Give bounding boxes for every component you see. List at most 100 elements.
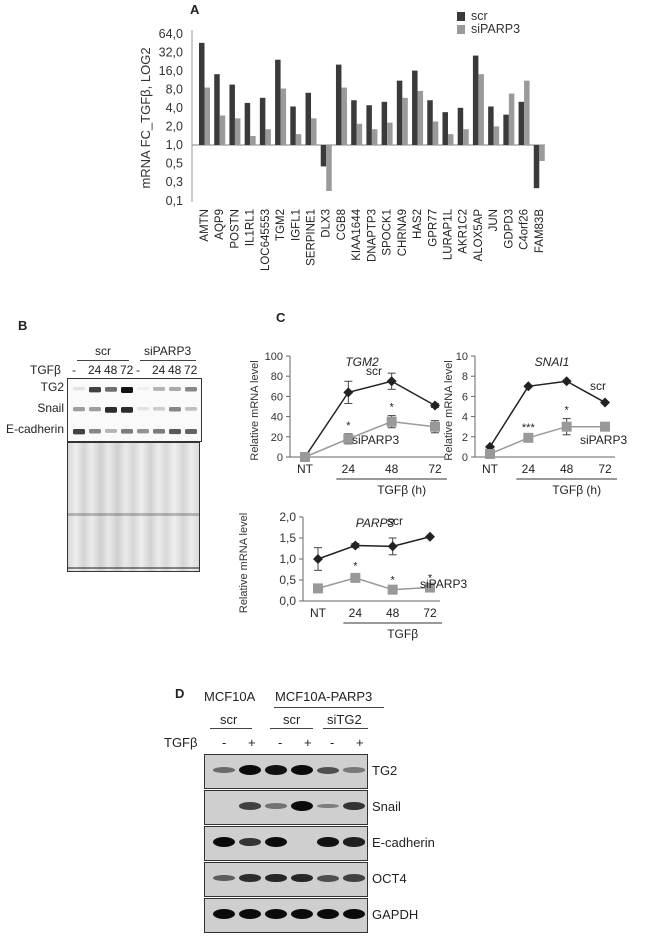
x-tick-label: CHRNA9 [397, 209, 409, 256]
lane-label: 24 [152, 363, 166, 377]
data-point [343, 387, 354, 398]
bar [320, 145, 327, 167]
y-tick-label: 10 [456, 351, 468, 363]
x-tick-label: 72 [428, 462, 442, 476]
y-tick-label: 0,5 [166, 157, 183, 171]
data-point [387, 541, 398, 552]
lane-label: - [136, 363, 140, 377]
bar [280, 88, 287, 145]
bar [199, 42, 205, 145]
y-axis-label: Relative mRNA level [238, 513, 250, 613]
x-tick-label: FAM83B [534, 209, 546, 253]
y-tick-label: 8,0 [166, 83, 183, 97]
significance-mark: *** [522, 422, 536, 434]
significance-mark: * [390, 402, 395, 414]
group-label-scr-1: scr [220, 712, 238, 727]
lane-label: 72 [184, 363, 198, 377]
panel-label-a: A [190, 2, 200, 17]
lane-label: + [304, 735, 312, 750]
x-tick-label: NT [297, 462, 314, 476]
x-axis-label: TGFβ (h) [377, 483, 426, 497]
x-axis-label: TGFβ [387, 627, 418, 641]
lane-label: + [248, 735, 256, 750]
y-tick-label: 2,0 [166, 120, 183, 134]
x-tick-label: 24 [349, 606, 363, 620]
y-tick-label: 32,0 [159, 46, 183, 60]
bar [326, 145, 332, 192]
data-point [300, 452, 310, 462]
row-label: OCT4 [372, 871, 407, 886]
row-label: GAPDH [372, 907, 419, 922]
x-tick-label: 72 [598, 462, 612, 476]
x-tick-label: KIAA1644 [351, 208, 363, 260]
bar [229, 84, 235, 145]
x-tick-label: LURAP1L [442, 208, 454, 260]
x-tick-label: 48 [386, 606, 400, 620]
x-tick-label: IGFL1 [290, 209, 302, 241]
bar [412, 70, 418, 145]
bar [204, 87, 210, 145]
y-tick-label: 40 [271, 412, 283, 424]
row-label-tg2: TG2 [40, 380, 64, 394]
group-label-sitg2: siTG2 [327, 712, 362, 727]
y-tick-label: 6 [462, 391, 468, 403]
bar [463, 129, 469, 145]
bar [335, 64, 342, 145]
x-tick-label: AMTN [199, 209, 211, 242]
x-tick-label: LOC645553 [260, 209, 272, 271]
x-tick-label: AKR1C2 [458, 209, 470, 254]
bar [290, 106, 296, 145]
y-tick-label: 0,5 [279, 573, 296, 587]
y-tick-label: 2 [462, 432, 468, 444]
bar [417, 90, 424, 145]
bar [427, 100, 433, 145]
x-tick-label: SERPINE1 [306, 209, 318, 266]
x-tick-label: 72 [423, 606, 437, 620]
cell-line-mcf10a: MCF10A [204, 689, 256, 704]
bar [356, 123, 363, 145]
lane-label: + [356, 735, 364, 750]
blot-strip [204, 790, 368, 825]
bar [524, 80, 530, 145]
y-tick-label: 0 [277, 452, 283, 464]
bar [219, 115, 226, 145]
x-tick-label: 48 [560, 462, 574, 476]
data-point [313, 554, 323, 564]
bar [341, 87, 347, 145]
series-label: scr [387, 514, 403, 528]
y-tick-label: 0,0 [279, 594, 296, 608]
bar [265, 129, 271, 145]
y-tick-label: 4,0 [166, 101, 183, 115]
x-tick-label: 24 [522, 462, 536, 476]
bar [457, 107, 464, 145]
data-point [523, 381, 534, 392]
x-tick-label: TGM2 [275, 209, 287, 241]
y-axis-label: mRNA FC_TGFβ, LOG2 [138, 47, 153, 188]
series-label: siPARP3 [580, 433, 627, 447]
x-tick-label: NT [310, 606, 327, 620]
series-label: siPARP3 [352, 433, 399, 447]
x-axis-label: TGFβ (h) [552, 483, 601, 497]
bar [488, 106, 494, 145]
y-axis-label: Relative mRNA level [443, 360, 455, 460]
bar [366, 105, 372, 145]
bar [432, 121, 439, 145]
treatment-label: TGFβ [30, 363, 61, 377]
x-tick-label: GPR77 [427, 209, 439, 247]
bar [396, 80, 403, 145]
bar [244, 102, 251, 145]
line-chart-parp3: 0,0 0,5 1,0 1,5 2,0 Relative mRNA level NT 24 48… [238, 510, 467, 641]
y-tick-label: 64,0 [159, 27, 183, 41]
data-point [425, 582, 435, 593]
bar [351, 100, 357, 145]
western-blot-b: scr siPARP3 TGFβ -24 48 72-24 48 72 TG2 Snai… [0, 330, 220, 630]
bar [539, 145, 545, 162]
bar [503, 114, 509, 145]
data-point [485, 448, 495, 459]
panel-label-b: B [18, 318, 28, 333]
x-tick-label: C4orf26 [519, 209, 531, 250]
bar [402, 97, 408, 145]
bar [387, 122, 393, 145]
bar [259, 97, 266, 145]
lane-label: - [278, 735, 283, 750]
